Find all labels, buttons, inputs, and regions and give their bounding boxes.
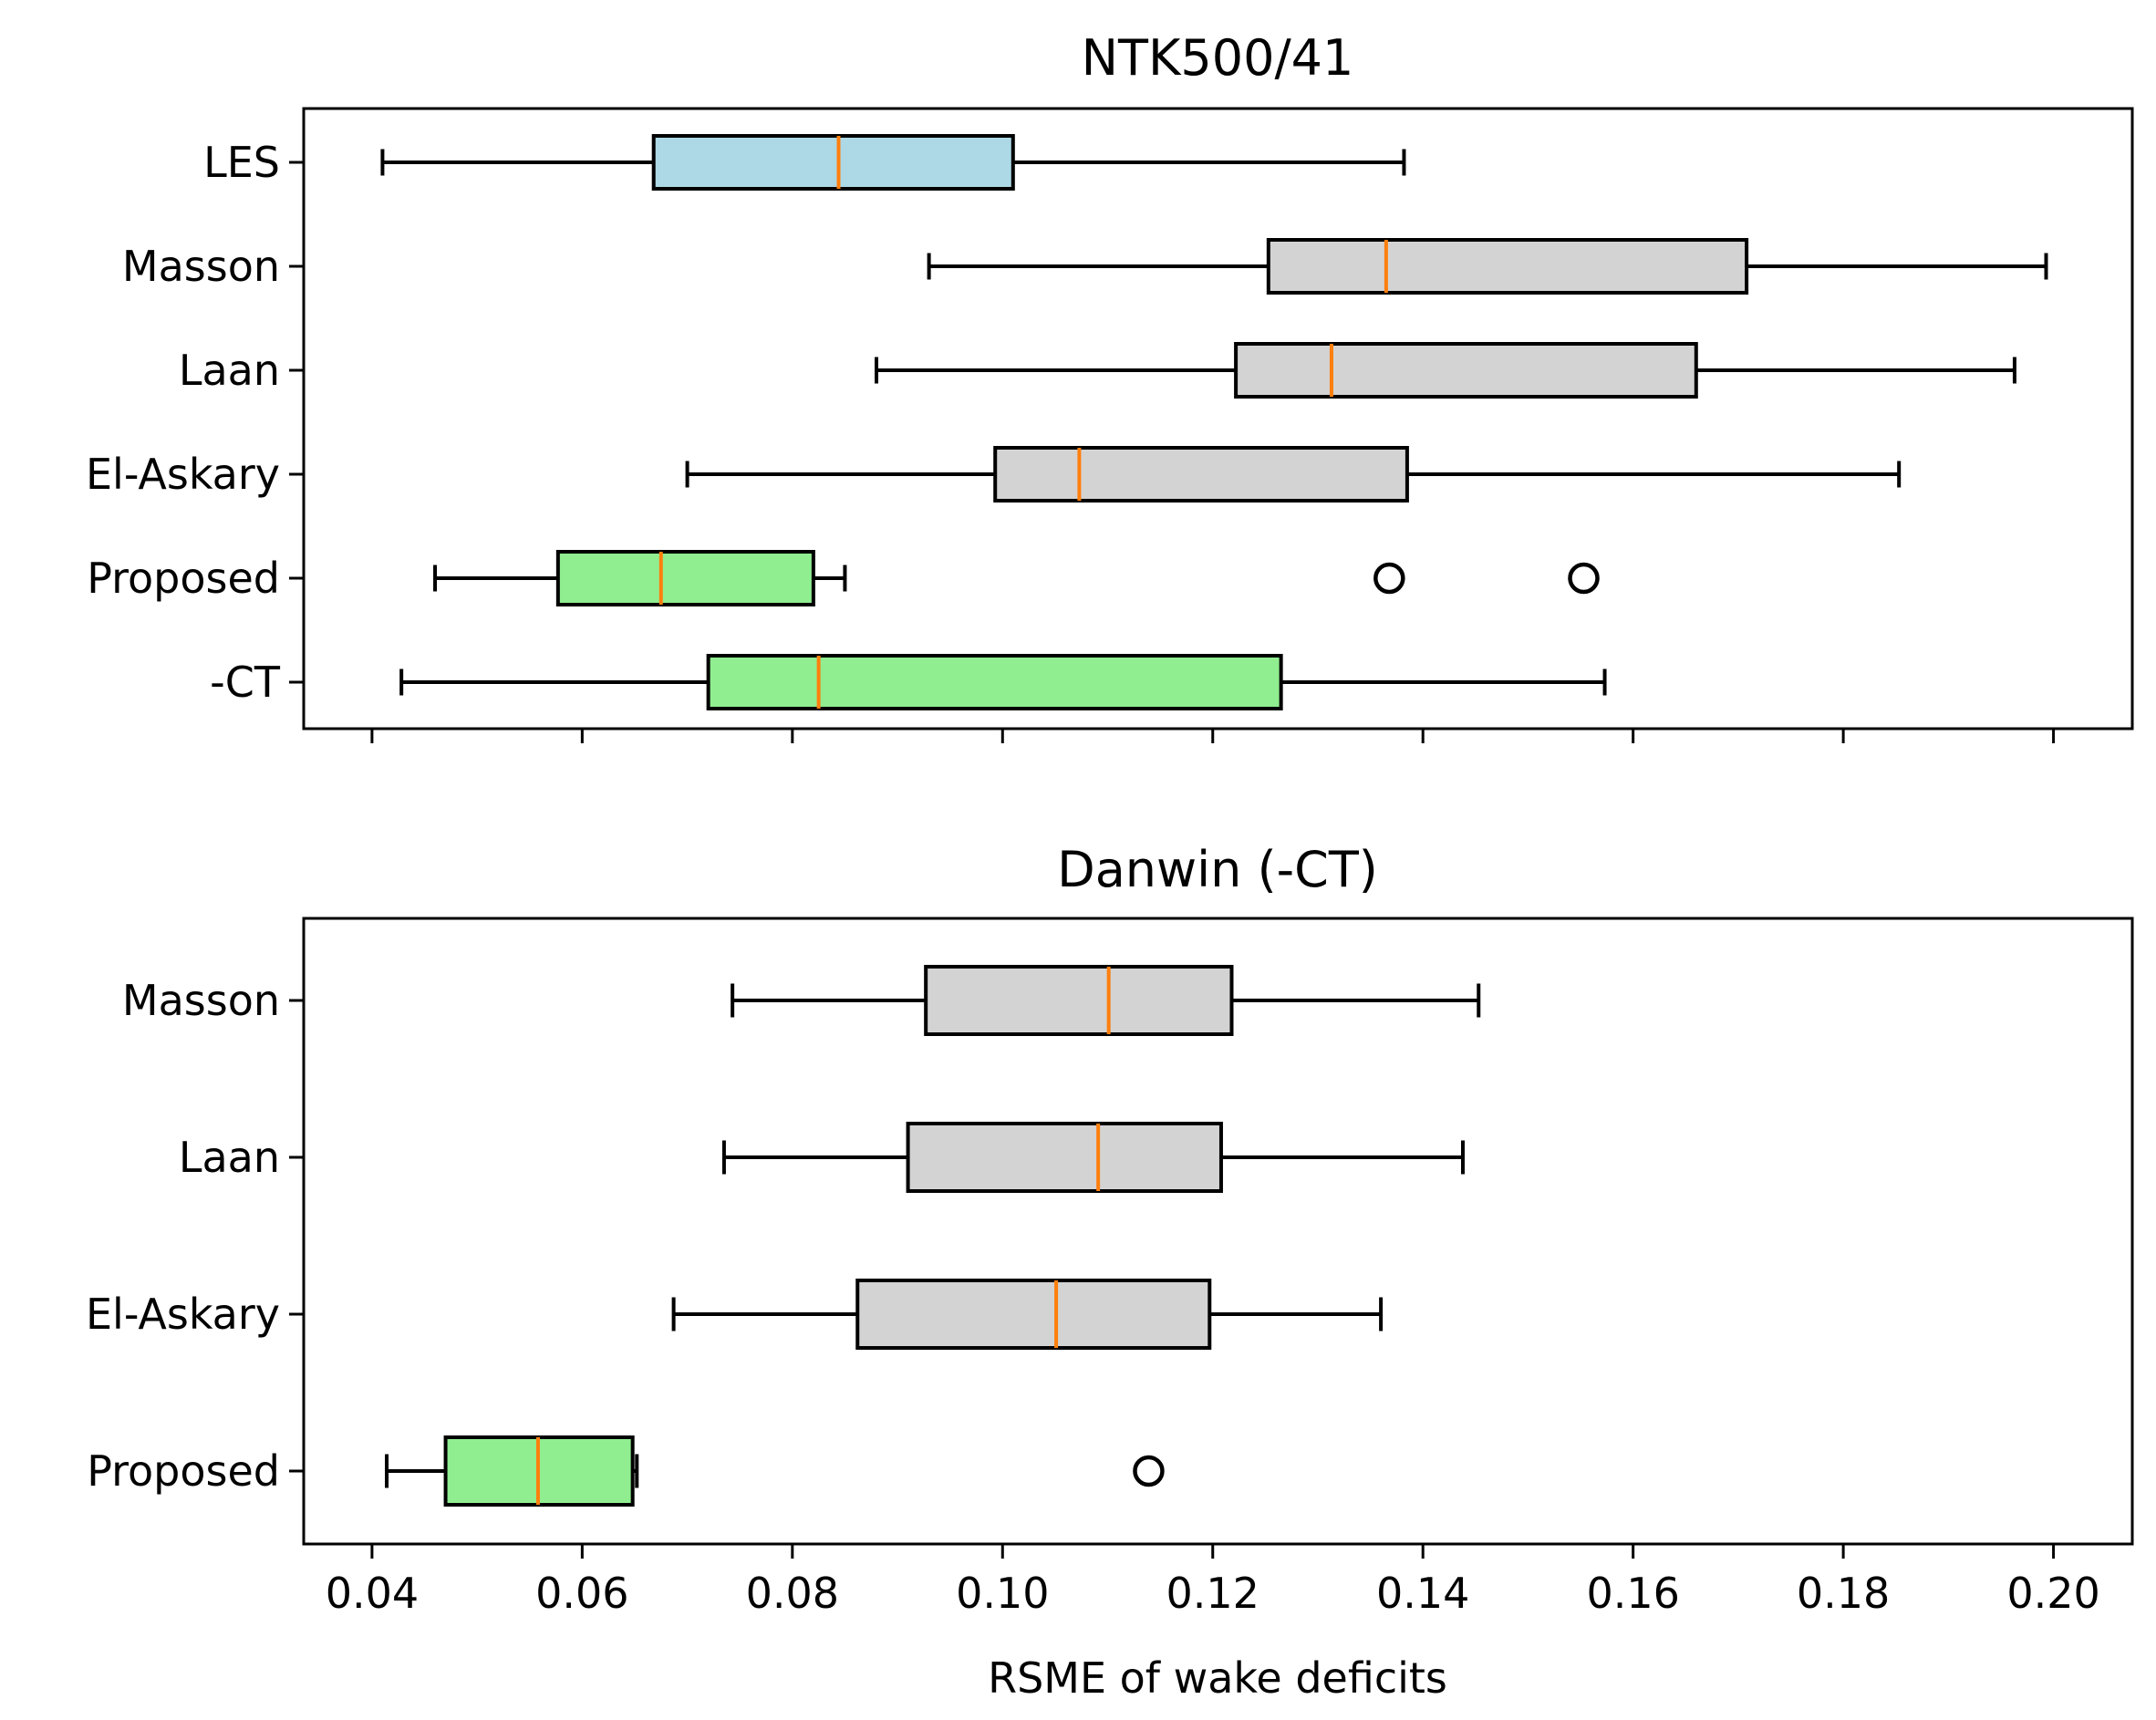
box-iqr (706, 654, 1283, 710)
y-tick-label: El-Askary (86, 1290, 280, 1339)
box-laan (875, 342, 2016, 399)
y-tick-label: Proposed (87, 1446, 280, 1496)
y-tick-label: Laan (179, 1133, 280, 1182)
plot-area-frame (302, 917, 2134, 1546)
chart-title: NTK500/41 (1082, 29, 1354, 87)
x-tick-label: 0.16 (1586, 1569, 1679, 1618)
box-ct (399, 654, 1607, 710)
box-el-askary (671, 1279, 1384, 1350)
box-iqr (1266, 238, 1749, 295)
y-tick-label: Laan (179, 346, 280, 395)
x-tick-label: 0.18 (1797, 1569, 1890, 1618)
box-iqr (555, 550, 815, 606)
y-tick-label: Masson (122, 976, 280, 1025)
x-axis-label: RSME of wake deficits (988, 1653, 1447, 1703)
x-axis: 0.04 0.06 0.08 0.10 0.12 0.14 0.16 0.18 0.20 (326, 1544, 2100, 1618)
y-axis: LES Masson Laan El-Askary Proposed -CT (86, 138, 304, 707)
box-proposed (433, 550, 1600, 606)
box-masson (731, 965, 1481, 1036)
box-masson (927, 238, 2048, 295)
plot-area-frame (302, 107, 2134, 730)
box-iqr (906, 1122, 1223, 1193)
chart-marks (380, 134, 2048, 710)
x-tick-label: 0.14 (1376, 1569, 1469, 1618)
chart-marks (385, 965, 1481, 1507)
panel-danwin: Danwin (-CT) Masson Laan El-Askary Proposed… (86, 841, 2134, 1703)
y-tick-label: Masson (122, 242, 280, 291)
box-iqr (993, 446, 1409, 503)
outlier-point (1373, 562, 1405, 595)
box-les (380, 134, 1406, 191)
x-axis (370, 729, 2056, 743)
y-axis: Masson Laan El-Askary Proposed (86, 976, 304, 1496)
box-iqr (924, 965, 1234, 1036)
x-tick-label: 0.20 (2006, 1569, 2099, 1618)
box-proposed (385, 1435, 1165, 1507)
outlier-point (1133, 1455, 1165, 1487)
x-tick-label: 0.10 (956, 1569, 1049, 1618)
box-iqr (651, 134, 1015, 191)
panel-ntk500-41: NTK500/41 LES Masson Laan El-Askary Proposed… (86, 29, 2134, 743)
box-iqr (855, 1279, 1212, 1350)
chart-title: Danwin (-CT) (1057, 841, 1378, 898)
y-tick-label: Proposed (87, 554, 280, 603)
box-el-askary (685, 446, 1902, 503)
y-tick-label: LES (203, 138, 280, 187)
box-iqr (1234, 342, 1698, 399)
outlier-point (1568, 562, 1600, 595)
y-tick-label: -CT (210, 658, 281, 707)
x-tick-label: 0.06 (535, 1569, 628, 1618)
x-tick-label: 0.04 (326, 1569, 419, 1618)
y-tick-label: El-Askary (86, 450, 280, 499)
box-laan (721, 1122, 1465, 1193)
x-tick-label: 0.08 (746, 1569, 839, 1618)
x-tick-label: 0.12 (1166, 1569, 1259, 1618)
